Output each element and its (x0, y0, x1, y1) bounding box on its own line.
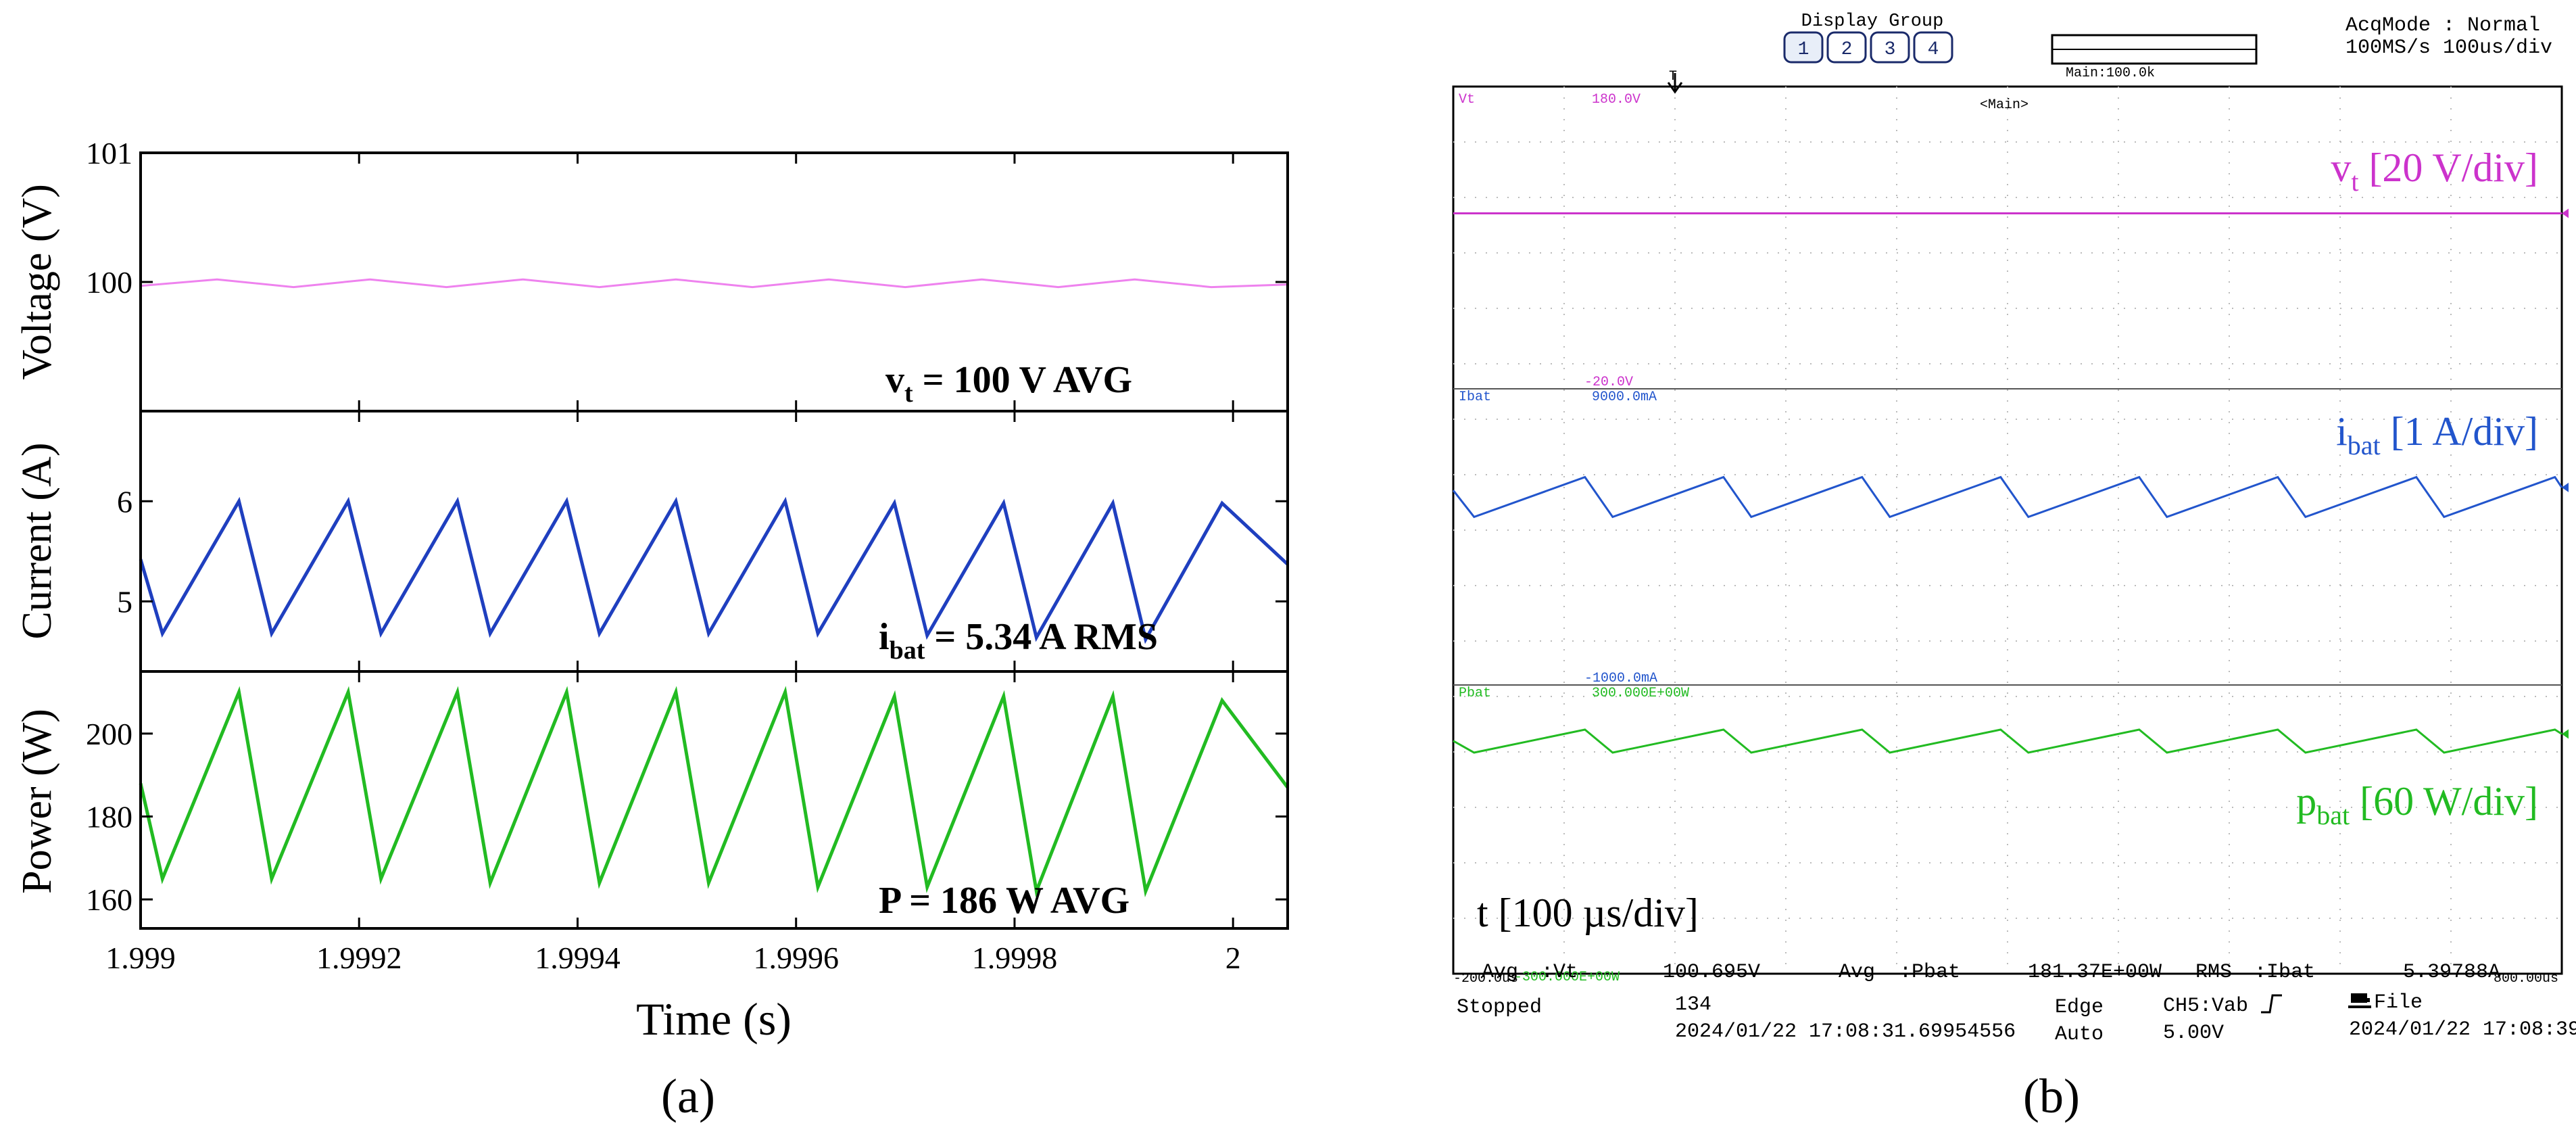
scope-header: Display Group 1 2 3 4 Main:100.0k AcqMode :… (1783, 11, 2552, 81)
panel-b-label: (b) (2023, 1069, 2080, 1123)
power-ytick-label: 200 (86, 717, 132, 751)
meas-2-type: Avg (1839, 961, 1875, 984)
channel-vt-bottom: -20.0V (1584, 375, 1633, 390)
voltage-ylabel: Voltage (V) (14, 184, 60, 380)
current-subplot: 5 6 Current (A) ibat = 5.34 A RMS (14, 410, 1289, 673)
display-group-button-3[interactable] (1870, 31, 1910, 64)
status-state: Stopped (1457, 996, 1542, 1019)
xtick-label: 2 (1225, 941, 1241, 975)
current-ytick-label: 5 (117, 584, 132, 619)
status-count: 134 (1675, 993, 1711, 1016)
display-group-button-label: 3 (1885, 39, 1896, 60)
display-group-label: Display Group (1801, 11, 1944, 32)
channel-pbat-annotation: pbat [60 W/div] (2296, 779, 2538, 830)
display-group-button-label: 2 (1841, 39, 1853, 60)
time-left: -200.0us (1453, 971, 1518, 987)
voltage-ytick-label: 100 (86, 265, 132, 300)
xtick-label: 1.9992 (316, 941, 402, 975)
channel-pbat-trace (1453, 728, 2562, 754)
meas-3-value: 5.39788A (2403, 961, 2500, 984)
status-timestamp: 2024/01/22 17:08:31.69954556 (1675, 1020, 2016, 1043)
panel-a-label: (a) (661, 1069, 715, 1123)
channel-ibat-top: 9000.0mA (1592, 389, 1657, 405)
scope-grid (1453, 87, 2562, 974)
meas-3-source: :Ibat (2254, 961, 2315, 984)
channel-pbat-name: Pbat (1459, 686, 1491, 701)
channel-vt-top: 180.0V (1592, 92, 1641, 108)
voltage-series-line (140, 278, 1288, 289)
voltage-annotation: vt = 100 V AVG (885, 359, 1132, 408)
current-annotation: ibat = 5.34 A RMS (879, 616, 1158, 665)
meas-2-source: :Pbat (1899, 961, 1960, 984)
channel-ibat: Ibat 9000.0mA -1000.0mA ibat [1 A/div] (1452, 389, 2569, 686)
channel-pbat-bottom: -300.000E+00W (1514, 970, 1620, 985)
trigger-source: CH5:Vab (2163, 995, 2248, 1018)
trigger-edge: Edge (2055, 996, 2104, 1019)
xtick-label: 1.9998 (972, 941, 1058, 975)
acq-mode: AcqMode : Normal (2346, 14, 2540, 37)
channel-vt-name: Vt (1459, 92, 1475, 108)
xtick-label: 1.999 (105, 941, 176, 975)
channel-ibat-trace (1452, 475, 2563, 519)
trigger-tag: T (1669, 69, 1677, 85)
meas-1-type: Avg (1482, 961, 1518, 984)
display-group-button-label: 4 (1928, 39, 1939, 60)
file-time: 2024/01/22 17:08:39 (2349, 1018, 2576, 1041)
file-label: File (2374, 991, 2423, 1014)
display-group-button-4[interactable] (1913, 31, 1953, 64)
trigger-marker: T (1667, 69, 1683, 94)
display-group-button-label: 1 (1798, 39, 1809, 60)
channel-ibat-level-marker (2562, 482, 2569, 492)
measurement-bar: -200.0us 800.00us Avg :Vt 100.695V Avg :… (1453, 961, 2558, 987)
channel-ibat-bottom: -1000.0mA (1584, 671, 1657, 686)
power-ytick-label: 160 (86, 882, 132, 917)
channel-pbat-level-marker (2562, 729, 2569, 739)
display-group-button-2[interactable] (1826, 31, 1867, 64)
power-annotation: P = 186 W AVG (879, 880, 1129, 922)
panel-a-simulation: 100 101 Voltage (V) vt = 100 V AVG 5 6 Cur… (14, 136, 1289, 1123)
channel-ibat-name: Ibat (1459, 389, 1491, 405)
current-series-line (139, 496, 1289, 644)
current-ylabel: Current (A) (14, 443, 60, 640)
display-group-button-1[interactable] (1783, 31, 1824, 64)
trigger-auto: Auto (2055, 1023, 2104, 1046)
voltage-subplot: 100 101 Voltage (V) vt = 100 V AVG (14, 136, 1289, 412)
panel-b-oscilloscope: Display Group 1 2 3 4 Main:100.0k AcqMode :… (1452, 11, 2576, 1123)
meas-1-value: 100.695V (1663, 961, 1760, 984)
xtick-label: 1.9994 (535, 941, 621, 975)
power-series-line (139, 686, 1289, 898)
time-per-div-note: t [100 µs/div] (1477, 891, 1699, 935)
channel-ibat-annotation: ibat [1 A/div] (2336, 409, 2538, 460)
trigger-level: 5.00V (2163, 1022, 2224, 1045)
rising-edge-icon (2261, 994, 2282, 1014)
main-zoom-label: Main:100.0k (2066, 66, 2155, 81)
meas-1-source: :Vt (1541, 961, 1578, 984)
printer-icon (2348, 993, 2371, 1008)
main-tag: <Main> (1980, 97, 2028, 113)
xtick-label: 1.9996 (753, 941, 839, 975)
current-ytick-label: 6 (117, 484, 132, 519)
power-ytick-label: 180 (86, 800, 132, 834)
meas-3-type: RMS (2195, 961, 2232, 984)
time-right: 800.00us (2494, 971, 2558, 987)
x-axis-label: Time (s) (636, 993, 792, 1045)
channel-vt-level-marker (2562, 208, 2569, 218)
channel-pbat: Pbat 300.000E+00W -300.000E+00W pbat [60… (1453, 686, 2569, 985)
meas-2-value: 181.37E+00W (2028, 961, 2162, 984)
voltage-ytick-label: 101 (86, 136, 132, 170)
sample-rate: 100MS/s 100us/div (2346, 37, 2552, 60)
channel-vt-annotation: vt [20 V/div] (2331, 145, 2538, 197)
status-bar: Stopped 134 2024/01/22 17:08:31.69954556… (1457, 991, 2576, 1046)
channel-pbat-top: 300.000E+00W (1592, 686, 1689, 701)
power-subplot: 160 180 200 1.999 1.9992 1.9994 1.9996 1.9998 2… (14, 670, 1289, 975)
channel-vt: Vt 180.0V -20.0V vt [20 V/div] (1453, 92, 2569, 390)
power-ylabel: Power (W) (14, 709, 60, 894)
